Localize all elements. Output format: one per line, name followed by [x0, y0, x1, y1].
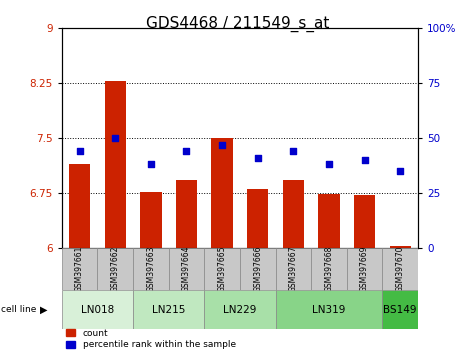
Bar	[133, 290, 204, 329]
Bar	[204, 290, 276, 329]
Text: LN319: LN319	[312, 305, 346, 315]
Bar	[97, 248, 133, 290]
Point	[147, 161, 155, 167]
Bar	[133, 248, 169, 290]
Bar	[240, 248, 276, 290]
Text: GSM397668: GSM397668	[324, 246, 333, 292]
Bar	[276, 248, 311, 290]
Bar	[62, 248, 97, 290]
Bar	[276, 290, 382, 329]
Bar	[247, 189, 268, 248]
Bar	[318, 194, 340, 248]
Bar	[62, 290, 133, 329]
Text: GSM397663: GSM397663	[146, 246, 155, 292]
Point	[111, 135, 119, 141]
Text: GSM397670: GSM397670	[396, 246, 405, 292]
Text: LN215: LN215	[152, 305, 185, 315]
Bar	[283, 180, 304, 248]
Point	[254, 155, 261, 161]
Text: GSM397666: GSM397666	[253, 246, 262, 292]
Text: GSM397662: GSM397662	[111, 246, 120, 292]
Text: ▶: ▶	[40, 305, 48, 315]
Bar	[69, 164, 90, 248]
Point	[396, 168, 404, 174]
Bar	[382, 248, 418, 290]
Text: GSM397665: GSM397665	[218, 246, 227, 292]
Bar	[347, 248, 382, 290]
Legend: count, percentile rank within the sample: count, percentile rank within the sample	[66, 329, 236, 349]
Point	[325, 161, 332, 167]
Bar	[104, 81, 126, 248]
Text: cell line: cell line	[1, 305, 36, 314]
Bar	[176, 180, 197, 248]
Bar	[354, 195, 375, 248]
Text: GSM397669: GSM397669	[360, 246, 369, 292]
Text: GSM397664: GSM397664	[182, 246, 191, 292]
Text: GSM397661: GSM397661	[75, 246, 84, 292]
Bar	[390, 246, 411, 248]
Bar	[211, 138, 233, 248]
Text: GDS4468 / 211549_s_at: GDS4468 / 211549_s_at	[146, 16, 329, 32]
Point	[289, 148, 297, 154]
Text: LN229: LN229	[223, 305, 256, 315]
Bar	[140, 192, 162, 248]
Point	[182, 148, 190, 154]
Bar	[311, 248, 347, 290]
Text: GSM397667: GSM397667	[289, 246, 298, 292]
Point	[218, 142, 226, 148]
Text: LN018: LN018	[81, 305, 114, 315]
Point	[361, 157, 369, 163]
Bar	[382, 290, 418, 329]
Bar	[204, 248, 240, 290]
Bar	[169, 248, 204, 290]
Point	[76, 148, 84, 154]
Text: BS149: BS149	[383, 305, 417, 315]
